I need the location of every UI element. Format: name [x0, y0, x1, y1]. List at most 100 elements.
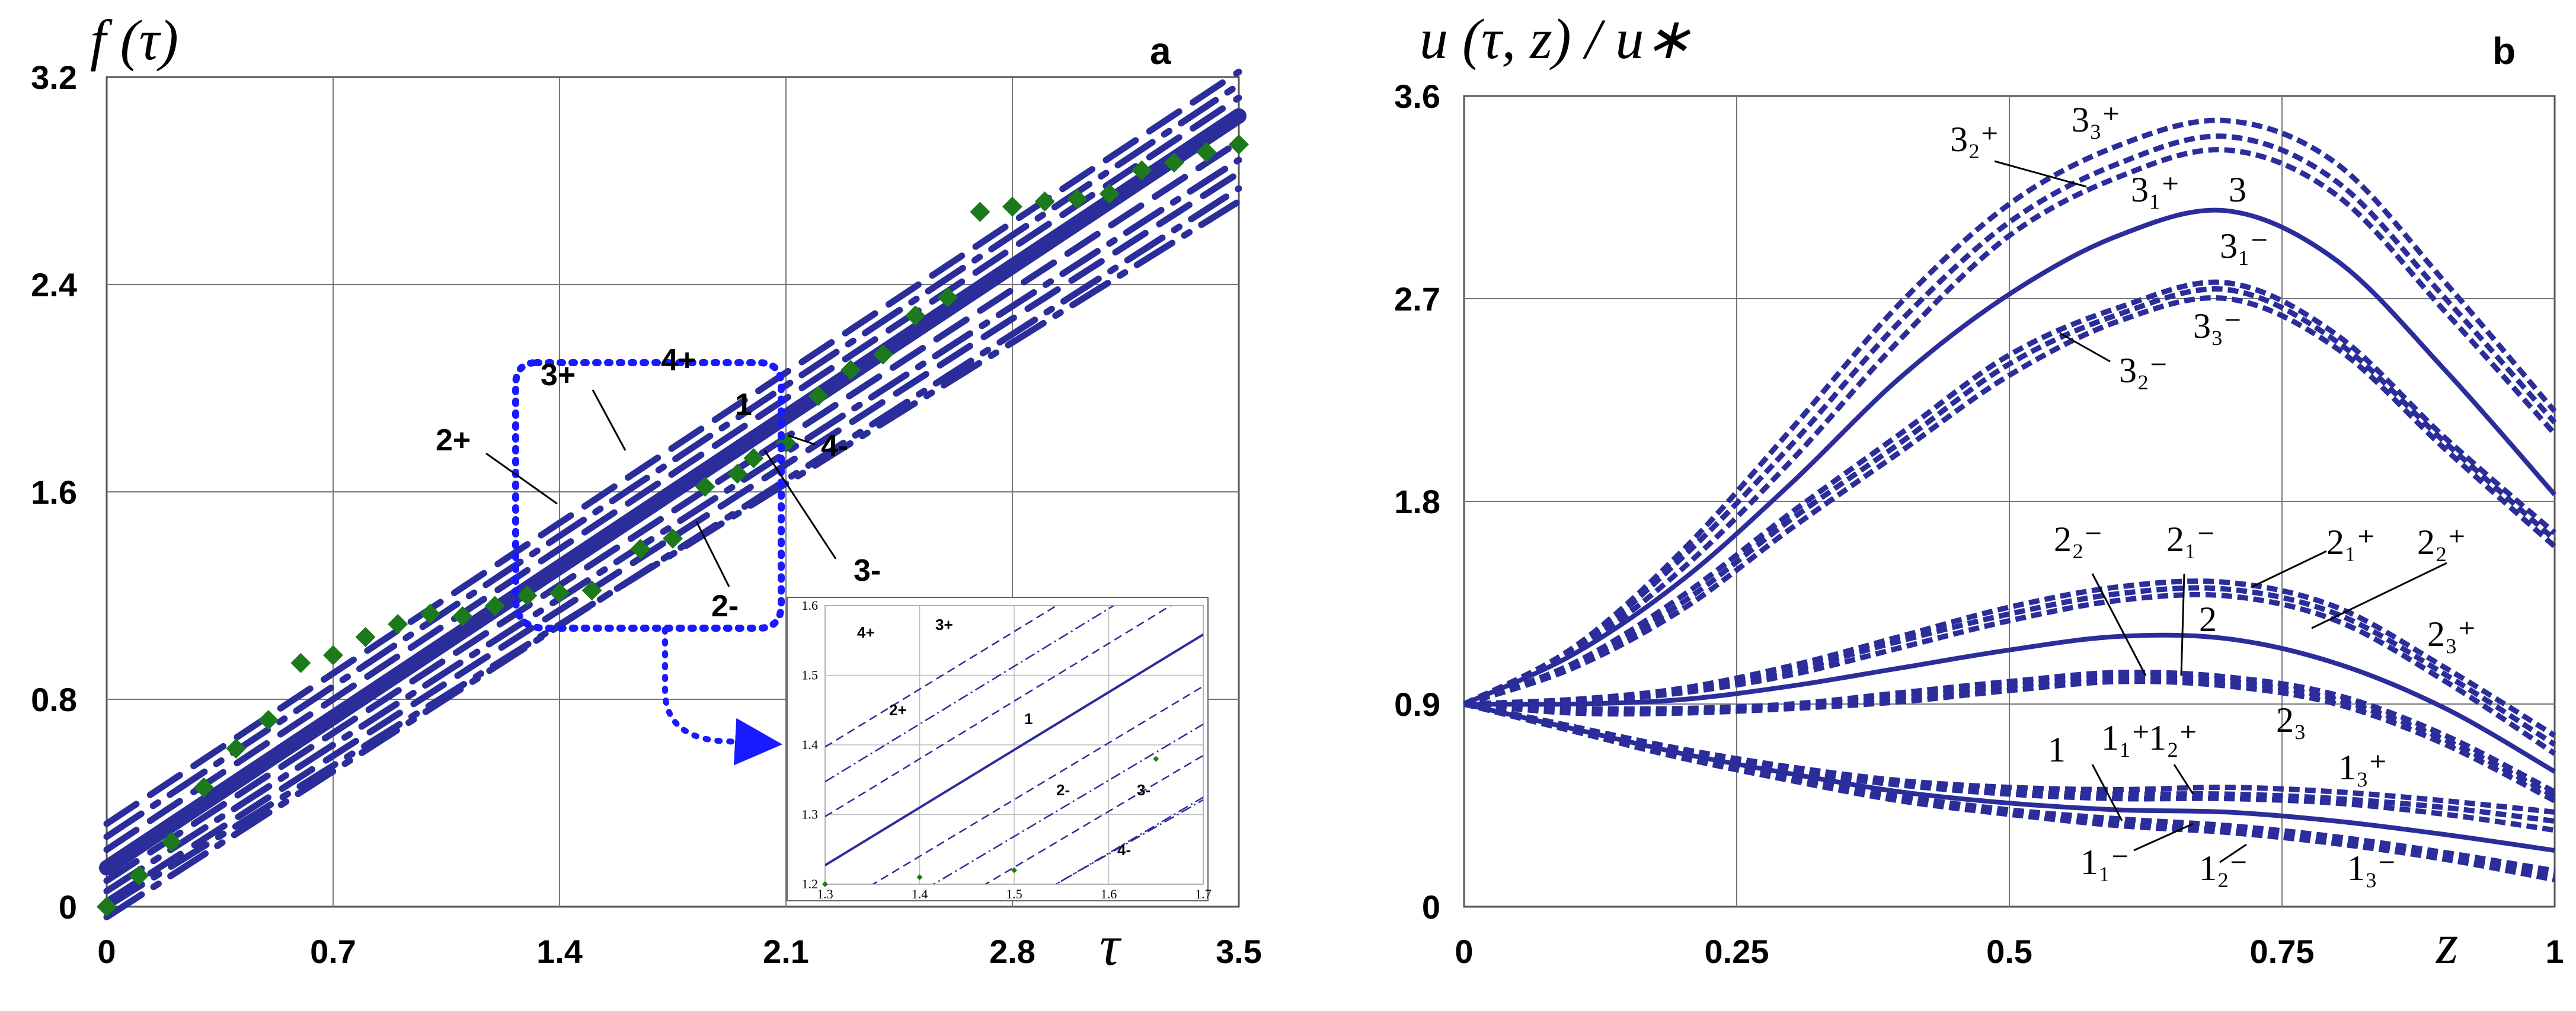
curve-main — [1463, 632, 2556, 774]
panel-a-x-tick: 3.5 — [1216, 933, 1262, 970]
series-label-4-minus: 4- — [821, 429, 848, 463]
curve-variant — [1463, 279, 2556, 707]
panel-a-y-tick: 3.2 — [31, 59, 77, 96]
data-point — [905, 305, 926, 326]
inset-x-tick: 1.6 — [1101, 887, 1117, 901]
data-point — [193, 777, 214, 798]
inset-series-lines — [825, 606, 1203, 884]
panel-b-y-tick-labels: 0 0.9 1.8 2.7 3.6 — [1394, 78, 1440, 926]
panel-b-x-tick: 1 — [2545, 933, 2564, 970]
panel-b-y-axis-label: u (τ, z) / u∗ — [1420, 7, 1692, 71]
curve-variant — [1463, 147, 2557, 707]
curve-label-2: 2 — [2199, 600, 2217, 639]
panel-b-x-tick: 0.75 — [2250, 933, 2315, 970]
panel-a-y-tick: 0 — [59, 888, 77, 926]
data-point — [1229, 134, 1249, 155]
data-point — [743, 448, 764, 469]
series-line — [103, 156, 1242, 895]
series-line — [103, 81, 1242, 840]
data-point — [1132, 160, 1152, 181]
panel-a-letter: a — [1150, 30, 1171, 72]
curve-label-2-1-plus: 2₁⁺ — [2326, 523, 2376, 562]
curve-variant — [1462, 117, 2557, 706]
curve-label-3-1-plus: 3₁⁺ — [2131, 170, 2180, 209]
data-point — [630, 539, 651, 559]
panel-a-y-tick: 0.8 — [31, 681, 77, 718]
data-point — [1164, 152, 1184, 173]
series-line — [103, 94, 1242, 853]
data-point — [1002, 196, 1022, 217]
series-line — [103, 185, 1242, 920]
data-point — [129, 865, 149, 886]
curve-label-1-3-minus: 1₃⁻ — [2347, 849, 2396, 888]
series-label-1: 1 — [735, 388, 752, 422]
data-point — [581, 580, 602, 601]
panel-b-y-tick: 0 — [1422, 888, 1440, 926]
zoom-arrow — [662, 626, 782, 766]
curve-label-2-3-plus: 2₃⁺ — [2427, 615, 2476, 654]
data-point — [517, 586, 538, 606]
inset-y-tick-labels: 1.2 1.3 1.4 1.5 1.6 — [802, 598, 819, 891]
curve-variant — [1463, 133, 2557, 707]
curve-variant — [1463, 701, 2555, 815]
data-point — [727, 463, 748, 484]
curve-label-3-1-minus: 3₁⁻ — [2220, 226, 2269, 265]
data-point — [323, 645, 343, 666]
curve-variant — [1463, 585, 2556, 747]
panel-a-x-tick: 0 — [97, 933, 116, 970]
data-point — [355, 627, 376, 647]
inset-x-tick: 1.7 — [1195, 887, 1212, 901]
curve-label-3-2-plus: 3₂⁺ — [1950, 120, 1999, 159]
data-point — [695, 476, 715, 497]
inset-y-tick: 1.5 — [802, 668, 819, 683]
panel-b-x-tick: 0.5 — [1986, 933, 2032, 970]
curve-label-3-3-minus: 3₃⁻ — [2193, 306, 2242, 345]
panel-a-x-tick: 2.8 — [989, 933, 1035, 970]
inset-label-2-plus: 2+ — [889, 701, 907, 719]
curve-variant — [1463, 701, 2555, 874]
data-point — [420, 603, 440, 624]
data-point — [663, 528, 683, 549]
curve-variant — [1463, 295, 2556, 707]
data-point — [258, 710, 279, 730]
inset-data-point — [1153, 756, 1159, 762]
panel-a-y-axis-label: f (τ) — [90, 8, 178, 72]
panel-b-x-axis-label: z — [2435, 912, 2458, 975]
inset-series-line — [825, 606, 1116, 783]
inset-data-point — [822, 881, 828, 887]
panel-b-curve-labels: 3 3₁⁺ 3₂⁺ 3₃⁺ 3₁⁻ 3₂⁻ 3₃⁻ 2 2₁⁺ 2₂⁺ 2₃⁺ … — [1950, 100, 2476, 888]
curve-variant — [1463, 578, 2556, 738]
curve-variant — [1463, 701, 2555, 878]
panel-a-x-axis-label: τ — [1100, 914, 1122, 977]
series-label-3-plus: 3+ — [541, 358, 576, 392]
curve-variant — [1463, 679, 2556, 804]
curve-label-3-2-minus: 3₂⁻ — [2119, 351, 2168, 390]
panel-b-letter: b — [2492, 30, 2516, 72]
data-point — [161, 831, 182, 852]
inset-gridlines — [824, 605, 1204, 885]
curve-variant — [1463, 674, 2556, 799]
panel-a-leader-lines — [485, 389, 837, 587]
curve-label-3: 3 — [2229, 170, 2246, 209]
curve-label-1-1-minus: 1₁⁻ — [2080, 843, 2130, 882]
data-point — [290, 652, 311, 673]
panel-b-y-tick: 0.9 — [1394, 686, 1440, 723]
inset-series-line — [932, 724, 1203, 884]
inset-x-tick-labels: 1.3 1.4 1.5 1.6 1.7 — [817, 887, 1212, 901]
series-label-2-minus: 2- — [711, 589, 739, 623]
inset-x-tick: 1.5 — [1006, 887, 1022, 901]
series-label-4-plus: 4+ — [661, 343, 696, 377]
inset-label-3-plus: 3+ — [935, 616, 953, 634]
zoom-box — [512, 359, 785, 632]
inset-series-line-1 — [825, 633, 1203, 866]
inset-data-point — [916, 874, 923, 881]
curve-label-1-1-plus: 1₁⁺ — [2101, 718, 2150, 757]
panel-b: 0 0.9 1.8 2.7 3.6 0 0.25 0.5 0.75 1 u (τ, z) / u… — [1394, 7, 2564, 975]
inset-series-line — [984, 754, 1203, 884]
curve-label-2-2-plus: 2₂⁺ — [2417, 523, 2466, 562]
panel-b-x-tick: 0 — [1455, 933, 1473, 970]
curve-label-1-3-plus: 1₃⁺ — [2338, 748, 2388, 787]
series-line — [103, 169, 1242, 905]
data-point — [1099, 183, 1120, 204]
data-point — [484, 596, 505, 616]
